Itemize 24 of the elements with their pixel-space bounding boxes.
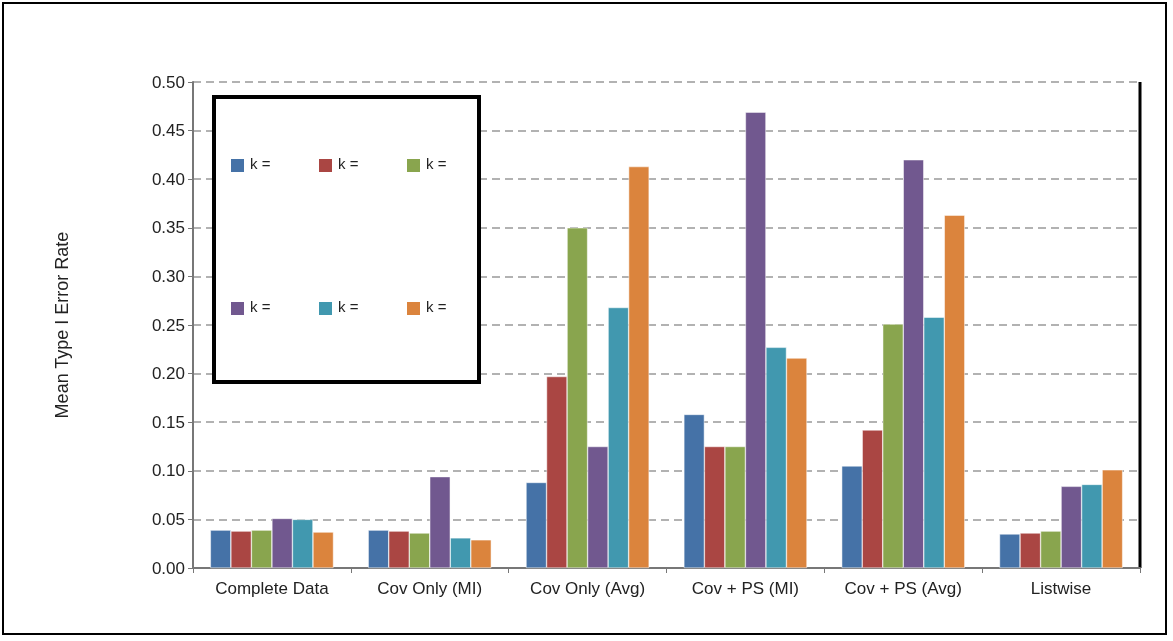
y-tick-label: 0.45 [151, 121, 185, 141]
x-tick-label: Cov Only (Avg) [530, 579, 646, 598]
y-tick-label: 0.15 [151, 412, 185, 432]
y-tick-label: 0.30 [151, 266, 185, 286]
y-tick-label: 0.10 [151, 461, 185, 481]
x-tick-label: Cov + PS (Avg) [844, 579, 962, 598]
y-tick-label: 0.35 [151, 218, 185, 238]
x-tick-label: Complete Data [215, 579, 330, 598]
x-tick-label: Cov Only (MI) [377, 579, 483, 598]
y-tick-label: 0.00 [151, 558, 185, 578]
legend-label: k = [250, 155, 271, 172]
legend-label: k = [338, 298, 359, 315]
y-tick-label: 0.25 [151, 315, 185, 335]
legend-label: k = [426, 155, 447, 172]
legend-label: k = [338, 155, 359, 172]
y-axis-title: Mean Type I Error Rate [52, 231, 72, 419]
legend-label: k = [426, 298, 447, 315]
x-tick-label: Listwise [1030, 579, 1092, 598]
y-tick-label: 0.40 [151, 169, 185, 189]
legend-label: k = [250, 298, 271, 315]
y-tick-label: 0.20 [151, 364, 185, 384]
y-tick-label: 0.50 [151, 72, 185, 92]
x-tick-label: Cov + PS (MI) [691, 579, 800, 598]
y-tick-label: 0.05 [151, 509, 185, 529]
